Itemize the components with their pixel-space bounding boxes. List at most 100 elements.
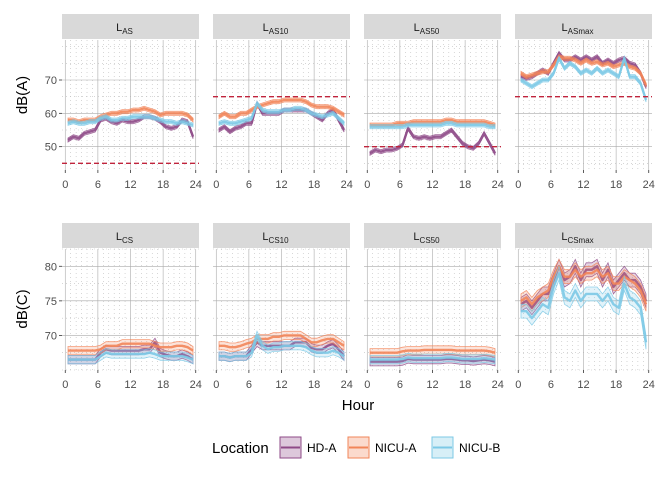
series-ribbon-nicu-b	[67, 348, 194, 365]
panel-strip	[364, 223, 501, 248]
panel-cs: LCS 0 6 12 18 24 70 75 80	[45, 223, 202, 391]
x-tick-label: 12	[275, 379, 287, 391]
y-tick-label: 75	[45, 296, 57, 308]
y-axis-title-row-2: dB(C)	[14, 289, 31, 328]
panel-strip	[364, 14, 501, 39]
x-tick-label: 18	[610, 379, 622, 391]
x-tick-label: 6	[246, 179, 252, 191]
x-tick-label: 24	[341, 179, 353, 191]
x-tick-label: 12	[124, 379, 136, 391]
panel-label: LCS10	[262, 231, 289, 245]
x-tick-label: 0	[515, 379, 521, 391]
x-tick-label: 0	[62, 379, 68, 391]
series-ribbon-nicu-a	[218, 330, 345, 352]
series-line-nicu-a	[218, 98, 345, 118]
series-line-nicu-b	[219, 334, 345, 359]
x-tick-label: 18	[459, 179, 471, 191]
x-tick-label: 6	[246, 379, 252, 391]
series-line-nicu-a	[68, 342, 194, 352]
legend: Location HD-A NICU-A NICU-B	[212, 436, 500, 459]
x-tick-label: 18	[610, 179, 622, 191]
x-tick-label: 0	[62, 179, 68, 191]
series-line-nicu-a	[520, 265, 648, 306]
x-tick-label: 24	[492, 379, 504, 391]
series-line-nicu-b	[370, 356, 496, 361]
panel-strip	[62, 14, 199, 39]
y-tick-label: 50	[45, 142, 57, 154]
series-line-nicu-b	[370, 122, 495, 128]
x-tick-label: 0	[364, 179, 370, 191]
panel-label: LCS50	[413, 231, 440, 245]
x-tick-label: 0	[515, 179, 521, 191]
x-tick-label: 6	[548, 179, 554, 191]
panel-strip	[515, 14, 652, 39]
series-line-nicu-a	[370, 348, 496, 354]
panel-strip	[213, 14, 350, 39]
y-tick-label: 60	[45, 108, 57, 120]
x-tick-label: 12	[426, 179, 438, 191]
panel-strip	[515, 223, 652, 248]
x-tick-label: 6	[95, 179, 101, 191]
y-tick-label: 80	[45, 261, 57, 273]
x-tick-label: 12	[577, 379, 589, 391]
series-line-nicu-b	[67, 115, 194, 127]
series-line-hd-a	[67, 115, 195, 142]
x-tick-label: 24	[643, 379, 655, 391]
x-tick-label: 18	[459, 379, 471, 391]
x-tick-label: 12	[275, 179, 287, 191]
x-tick-label: 0	[364, 379, 370, 391]
panel-strip	[62, 223, 199, 248]
panel-cs10: LCS10 0 6 12 18 24	[213, 223, 353, 391]
panel-as10: LAS10 0 6 12 18 24	[213, 14, 353, 191]
series-ribbon-nicu-b	[520, 264, 647, 350]
x-axis-title: Hour	[342, 397, 375, 414]
x-tick-label: 12	[426, 379, 438, 391]
legend-label: NICU-B	[459, 441, 500, 455]
series-line-nicu-a	[219, 334, 345, 349]
series-line-hd-a	[370, 357, 496, 363]
series-line-nicu-b	[68, 351, 194, 361]
panel-label: LASmax	[562, 22, 594, 36]
panel-label: LAS10	[263, 22, 289, 36]
x-tick-label: 18	[308, 379, 320, 391]
panel-label: LAS50	[414, 22, 440, 36]
panel-as: LAS 0 6 12 18 24 50 60 70	[45, 14, 202, 191]
panel-label: LAS	[116, 22, 133, 36]
panel-csmax: LCSmax 0 6 12 18 24	[515, 223, 655, 391]
panel-cs50: LCS50 0 6 12 18 24	[364, 223, 504, 391]
series-ribbon-nicu-a	[67, 339, 194, 356]
panel-as50: LAS50 0 6 12 18 24	[364, 14, 504, 191]
y-tick-label: 70	[45, 330, 57, 342]
x-tick-label: 12	[577, 179, 589, 191]
panel-label: LCSmax	[561, 231, 593, 245]
y-axis-title-row-1: dB(A)	[14, 76, 31, 114]
series-line-hd-a	[369, 127, 497, 155]
legend-item-hd-a: HD-A	[279, 436, 336, 459]
x-tick-label: 18	[157, 379, 169, 391]
panel-label: LCS	[116, 231, 133, 245]
legend-item-nicu-a: NICU-A	[347, 436, 416, 459]
panel-strip	[213, 223, 350, 248]
x-tick-label: 24	[492, 179, 504, 191]
x-tick-label: 6	[397, 379, 403, 391]
series-line-nicu-b	[521, 272, 648, 343]
x-tick-label: 24	[190, 179, 202, 191]
legend-label: NICU-A	[375, 441, 416, 455]
x-tick-label: 24	[190, 379, 202, 391]
x-tick-label: 18	[157, 179, 169, 191]
x-tick-label: 6	[397, 179, 403, 191]
x-tick-label: 0	[213, 179, 219, 191]
x-tick-label: 12	[124, 179, 136, 191]
x-tick-label: 18	[308, 179, 320, 191]
legend-title: Location	[212, 440, 269, 457]
x-tick-label: 0	[213, 379, 219, 391]
series-line-nicu-b	[520, 57, 648, 101]
legend-label: HD-A	[307, 441, 336, 455]
panel-asmax: LASmax 0 6 12 18 24	[515, 14, 655, 191]
x-tick-label: 6	[548, 379, 554, 391]
series-line-nicu-b	[218, 102, 345, 125]
x-tick-label: 6	[95, 379, 101, 391]
x-tick-label: 24	[341, 379, 353, 391]
